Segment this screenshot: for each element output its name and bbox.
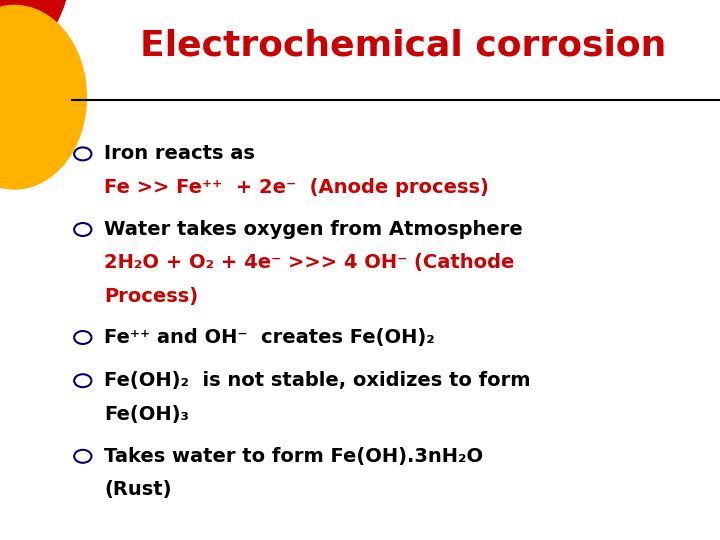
Text: Fe(OH)₂  is not stable, oxidizes to form: Fe(OH)₂ is not stable, oxidizes to form [104, 371, 531, 390]
Text: Electrochemical corrosion: Electrochemical corrosion [140, 29, 667, 63]
Ellipse shape [0, 5, 86, 189]
Text: Water takes oxygen from Atmosphere: Water takes oxygen from Atmosphere [104, 220, 523, 239]
Text: Process): Process) [104, 287, 199, 306]
Text: Fe(OH)₃: Fe(OH)₃ [104, 404, 189, 424]
Ellipse shape [0, 0, 72, 76]
Text: 2H₂O + O₂ + 4e⁻ >>> 4 OH⁻ (Cathode: 2H₂O + O₂ + 4e⁻ >>> 4 OH⁻ (Cathode [104, 253, 515, 273]
Text: Takes water to form Fe(OH).3nH₂O: Takes water to form Fe(OH).3nH₂O [104, 447, 484, 466]
Text: (Rust): (Rust) [104, 480, 172, 500]
Text: Iron reacts as: Iron reacts as [104, 144, 256, 164]
Text: Fe >> Fe⁺⁺  + 2e⁻  (Anode process): Fe >> Fe⁺⁺ + 2e⁻ (Anode process) [104, 178, 490, 197]
Text: Fe⁺⁺ and OH⁻  creates Fe(OH)₂: Fe⁺⁺ and OH⁻ creates Fe(OH)₂ [104, 328, 435, 347]
